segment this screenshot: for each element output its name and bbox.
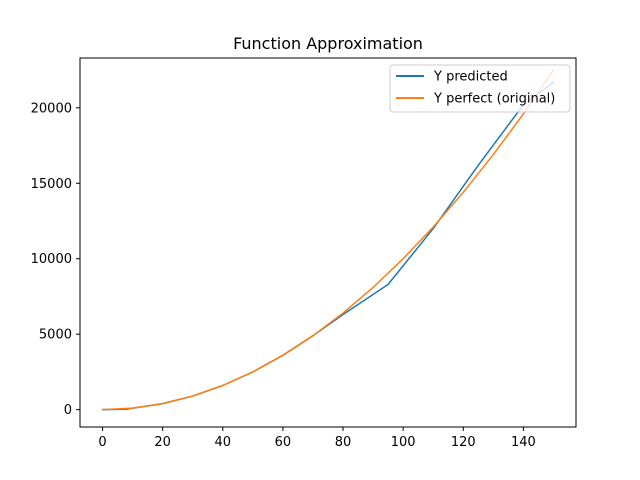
legend-entry-label: Y predicted xyxy=(433,70,508,85)
x-tick-label: 120 xyxy=(451,435,476,450)
legend-box xyxy=(389,64,571,113)
x-tick-label: 40 xyxy=(215,435,232,450)
chart-title: Function Approximation xyxy=(233,34,423,53)
x-tick-label: 140 xyxy=(511,435,536,450)
x-tick-label: 60 xyxy=(275,435,292,450)
axes-frame xyxy=(79,57,577,428)
axis-ticks: 0 20 40 60 80 100 120 140 0 5000 10000 15000 20000 xyxy=(31,101,536,450)
x-tick-label: 0 xyxy=(98,435,106,450)
y-tick-label: 20000 xyxy=(31,101,72,116)
legend: Y predicted Y perfect (original) xyxy=(389,64,571,113)
y-tick-label: 10000 xyxy=(31,252,72,267)
y-tick-label: 15000 xyxy=(31,177,72,192)
x-tick-label: 20 xyxy=(154,435,171,450)
x-tick-label: 80 xyxy=(335,435,352,450)
x-tick-label: 100 xyxy=(391,435,416,450)
series-line-y-perfect xyxy=(101,69,555,411)
legend-entry-label: Y perfect (original) xyxy=(433,92,555,107)
y-tick-label: 0 xyxy=(64,403,72,418)
plot-area xyxy=(101,69,555,411)
y-tick-label: 5000 xyxy=(39,328,72,343)
